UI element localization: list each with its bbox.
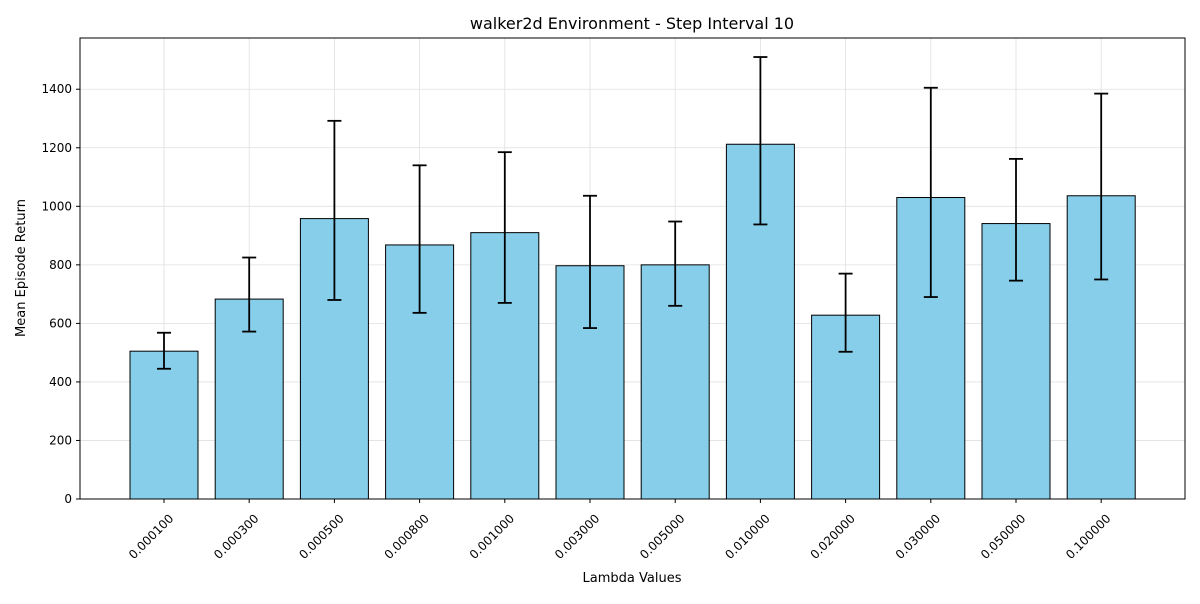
y-tick-label: 400	[49, 375, 72, 389]
chart-title: walker2d Environment - Step Interval 10	[470, 14, 794, 33]
bar-0.000100	[129, 350, 199, 500]
y-axis-label: Mean Episode Return	[14, 199, 29, 337]
y-tick-label: 1400	[41, 82, 72, 96]
y-tick-label: 200	[49, 433, 72, 447]
y-tick-label: 1200	[41, 141, 72, 155]
y-tick-label: 800	[49, 258, 72, 272]
plot-frame	[79, 37, 1186, 500]
y-tick-label: 0	[64, 492, 72, 506]
y-tick-label: 600	[49, 316, 72, 330]
error-bars-layer	[157, 56, 1109, 370]
y-tick-label: 1000	[41, 199, 72, 213]
bars-layer	[129, 143, 1136, 500]
x-axis-label: Lambda Values	[583, 571, 682, 586]
